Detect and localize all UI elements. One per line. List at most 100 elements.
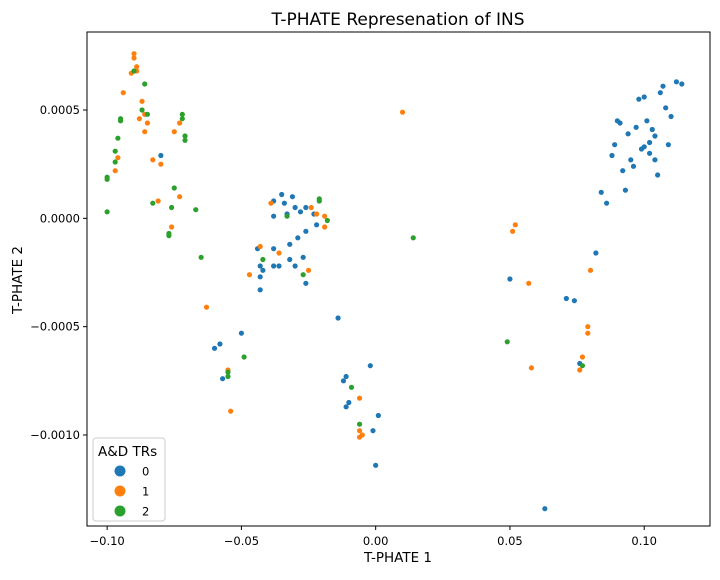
data-point-series-1 <box>131 51 137 57</box>
data-point-series-1 <box>585 330 591 336</box>
data-point-series-0 <box>367 363 373 369</box>
data-point-series-0 <box>211 345 218 351</box>
data-point-series-0 <box>679 81 685 87</box>
data-point-series-2 <box>168 204 175 211</box>
data-point-series-0 <box>217 341 223 347</box>
data-point-series-1 <box>134 64 140 70</box>
data-point-series-2 <box>144 111 151 117</box>
data-point-series-1 <box>308 204 314 211</box>
data-point-series-0 <box>238 330 245 336</box>
data-point-series-2 <box>112 148 118 154</box>
chart-title: T-PHATE Represenation of INS <box>271 10 525 30</box>
data-point-series-0 <box>665 142 671 148</box>
data-point-series-0 <box>335 315 341 321</box>
data-point-series-1 <box>115 155 121 161</box>
data-point-series-1 <box>150 157 156 163</box>
data-point-series-1 <box>112 168 118 174</box>
data-point-series-1 <box>579 354 586 360</box>
data-point-series-0 <box>673 79 680 85</box>
data-point-series-0 <box>571 298 577 304</box>
data-point-series-0 <box>668 113 674 120</box>
data-point-series-1 <box>168 224 175 230</box>
data-point-series-0 <box>598 189 604 195</box>
data-point-series-0 <box>630 163 637 169</box>
data-point-series-0 <box>620 168 626 174</box>
data-point-series-0 <box>636 96 642 102</box>
data-point-series-1 <box>171 129 177 135</box>
data-point-series-0 <box>655 172 661 178</box>
data-point-series-0 <box>279 191 285 198</box>
data-point-series-1 <box>139 98 145 104</box>
data-point-series-1 <box>526 280 532 286</box>
data-point-series-0 <box>220 376 226 382</box>
data-point-series-0 <box>370 428 376 434</box>
data-point-series-0 <box>641 94 647 100</box>
data-point-series-0 <box>158 152 164 159</box>
y-axis-label: T-PHATE 2 <box>10 246 26 315</box>
data-point-series-0 <box>343 404 349 410</box>
data-point-series-1 <box>305 267 312 273</box>
data-point-series-0 <box>289 194 296 200</box>
data-point-series-0 <box>622 187 629 193</box>
x-tick-label: 0.05 <box>497 534 523 548</box>
data-point-series-0 <box>507 276 513 282</box>
data-point-series-1 <box>177 120 183 126</box>
legend-marker-2 <box>114 505 126 517</box>
data-point-series-0 <box>343 373 349 380</box>
x-tick-label: 0.10 <box>631 534 657 548</box>
x-tick-label: 0.00 <box>363 534 389 548</box>
data-point-series-1 <box>136 116 142 122</box>
data-point-series-0 <box>257 263 263 269</box>
data-point-series-0 <box>260 267 266 273</box>
data-point-series-0 <box>652 157 658 163</box>
data-points <box>104 51 685 512</box>
data-point-series-2 <box>179 116 185 122</box>
data-point-series-0 <box>292 263 298 269</box>
legend: A&D TRs 0 1 2 <box>92 437 166 522</box>
data-point-series-0 <box>287 256 293 263</box>
data-point-series-0 <box>644 118 650 124</box>
y-tick-label: −0.0005 <box>30 320 80 334</box>
data-point-series-0 <box>292 204 298 211</box>
data-point-series-1 <box>322 213 328 219</box>
plot-area-frame <box>86 31 711 527</box>
data-point-series-0 <box>652 133 658 139</box>
data-point-series-0 <box>287 241 293 247</box>
data-point-series-0 <box>281 200 287 206</box>
data-point-series-0 <box>604 200 610 206</box>
data-point-series-0 <box>257 274 263 280</box>
data-point-series-2 <box>316 198 322 204</box>
data-point-series-2 <box>182 137 188 143</box>
data-point-series-0 <box>303 228 309 234</box>
data-point-series-0 <box>641 144 647 150</box>
data-point-series-0 <box>276 263 282 269</box>
data-point-series-2 <box>104 209 110 215</box>
data-point-series-1 <box>276 250 282 256</box>
data-point-series-2 <box>179 111 185 117</box>
data-point-series-1 <box>203 304 210 310</box>
data-point-series-1 <box>313 211 320 217</box>
data-point-series-1 <box>399 109 406 115</box>
data-point-series-0 <box>646 150 653 156</box>
x-axis-label: T-PHATE 1 <box>363 550 432 566</box>
data-point-series-0 <box>340 378 347 384</box>
data-point-series-1 <box>585 324 591 330</box>
data-point-series-2 <box>182 133 188 139</box>
data-point-series-2 <box>139 107 145 113</box>
y-tick-label: 0.0005 <box>40 103 80 117</box>
data-point-series-0 <box>313 222 320 228</box>
x-tick-label: −0.05 <box>224 534 259 548</box>
data-point-series-2 <box>193 207 199 213</box>
data-point-series-0 <box>542 506 548 512</box>
data-point-series-2 <box>115 135 121 141</box>
data-point-series-0 <box>628 157 634 163</box>
data-point-series-0 <box>646 139 653 146</box>
data-point-series-2 <box>225 373 231 380</box>
data-point-series-2 <box>142 81 148 87</box>
data-point-series-0 <box>649 126 655 133</box>
data-point-series-0 <box>271 246 277 252</box>
data-point-series-1 <box>512 222 518 228</box>
x-tick-label: −0.10 <box>90 534 125 548</box>
data-point-series-0 <box>663 105 669 111</box>
